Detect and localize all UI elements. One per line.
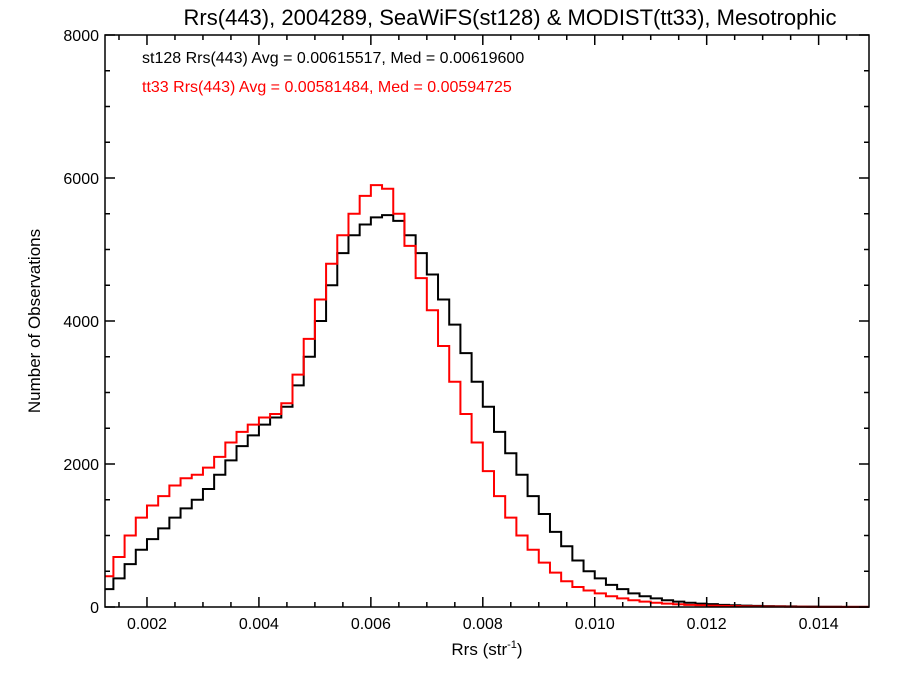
x-axis-title-main: Rrs (str [451, 640, 507, 659]
annotation-st128: st128 Rrs(443) Avg = 0.00615517, Med = 0… [142, 50, 524, 67]
tick-layer: 0.002 0.004 0.006 0.008 0.010 0.012 0.014 0 2000… [63, 28, 869, 633]
x-tick-label: 0.014 [799, 616, 839, 633]
x-axis-title: Rrs (str-1) [451, 639, 522, 659]
x-tick-label: 0.010 [575, 616, 615, 633]
y-tick-label: 2000 [63, 457, 99, 474]
y-axis-title: Number of Observations [25, 229, 44, 413]
series-line-1 [105, 184, 869, 608]
x-tick-label: 0.012 [687, 616, 727, 633]
x-tick-label: 0.002 [127, 616, 167, 633]
y-tick-label: 4000 [63, 314, 99, 331]
x-axis-title-superscript: -1 [507, 639, 517, 651]
y-tick-label: 8000 [63, 28, 99, 45]
x-tick-label: 0.006 [351, 616, 391, 633]
x-axis-title-close: ) [517, 640, 523, 659]
x-tick-label: 0.004 [239, 616, 279, 633]
chart-title: Rrs(443), 2004289, SeaWiFS(st128) & MODI… [184, 5, 837, 30]
y-tick-label: 6000 [63, 171, 99, 188]
annotation-tt33: tt33 Rrs(443) Avg = 0.00581484, Med = 0.… [142, 79, 512, 96]
y-tick-label: 0 [90, 600, 99, 617]
series-layer [105, 184, 869, 608]
x-tick-label: 0.008 [463, 616, 503, 633]
